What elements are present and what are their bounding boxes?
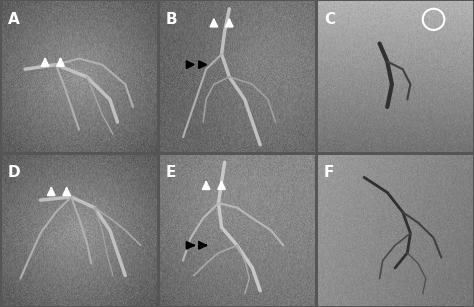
Text: A: A <box>8 12 20 27</box>
Text: D: D <box>8 165 21 180</box>
Text: B: B <box>166 12 178 27</box>
Text: C: C <box>324 12 335 27</box>
Text: F: F <box>324 165 335 180</box>
Text: E: E <box>166 165 176 180</box>
